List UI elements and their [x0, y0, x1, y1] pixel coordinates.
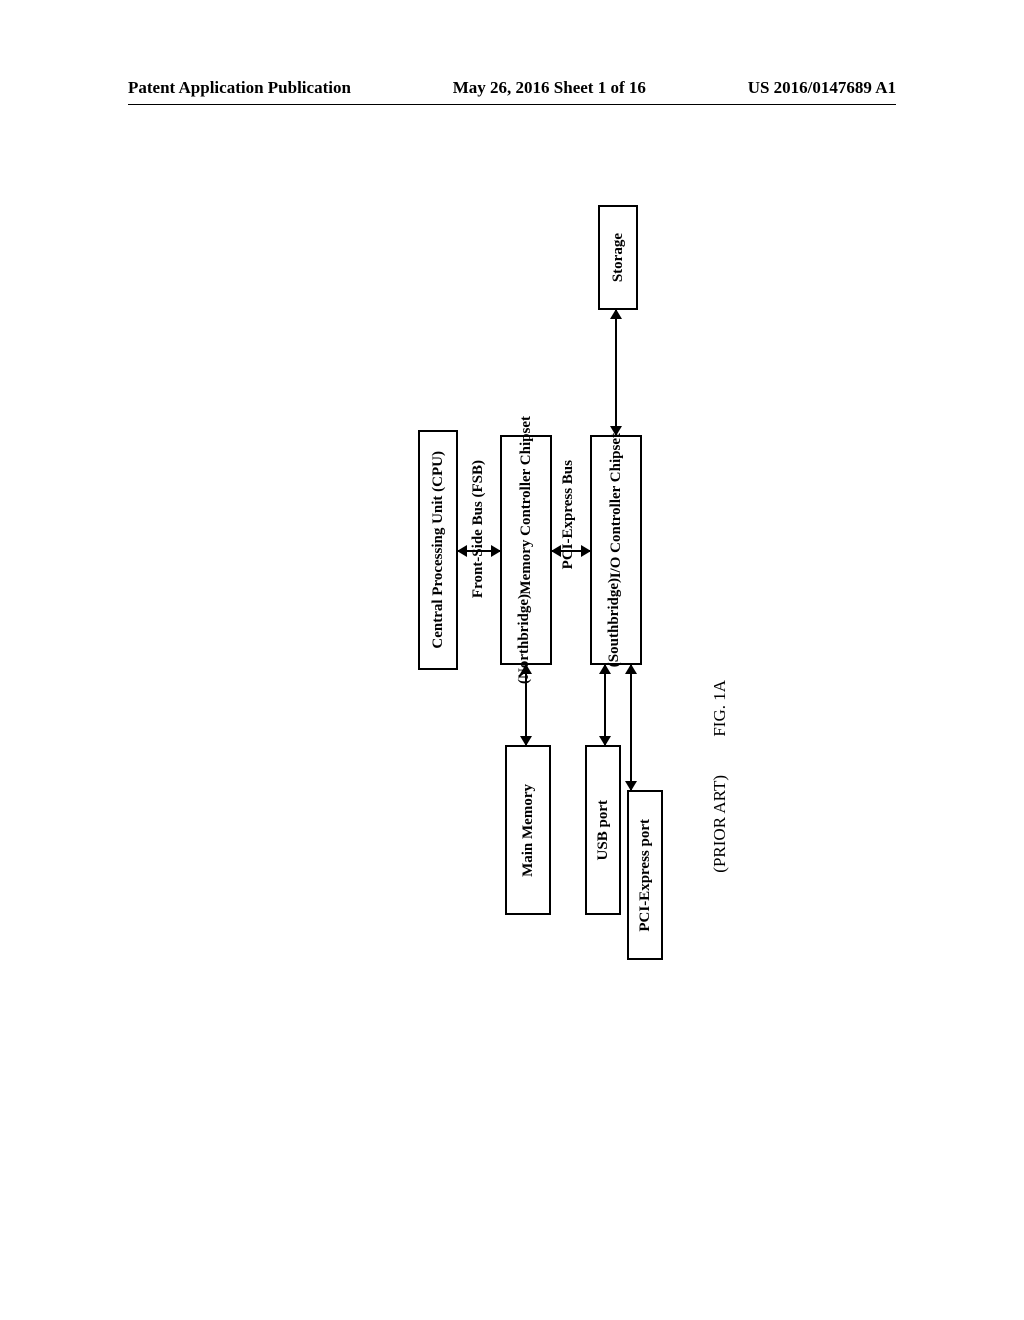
pci-port-label: PCI-Express port — [637, 819, 654, 932]
architecture-diagram: Central Processing Unit (CPU) Front-Side… — [160, 250, 680, 950]
arrow-northbridge-southbridge — [552, 550, 590, 552]
arrow-northbridge-memory — [525, 665, 527, 745]
header-rule — [128, 104, 896, 105]
arrow-southbridge-usb — [604, 665, 606, 745]
main-memory-label: Main Memory — [520, 784, 537, 877]
usb-port-box: USB port — [585, 745, 621, 915]
arrow-southbridge-pciport — [630, 665, 632, 790]
northbridge-box: Memory Controller Chipset (Northbridge) — [500, 435, 552, 665]
figure-note: (PRIOR ART) — [710, 775, 730, 878]
fsb-label: Front-Side Bus (FSB) — [470, 460, 487, 603]
cpu-box: Central Processing Unit (CPU) — [418, 430, 458, 670]
arrow-southbridge-storage — [615, 310, 617, 435]
page-header: Patent Application Publication May 26, 2… — [0, 78, 1024, 98]
pci-port-box: PCI-Express port — [627, 790, 663, 960]
pci-bus-label: PCI-Express Bus — [560, 460, 577, 574]
southbridge-label-1: I/O Controller Chipset — [608, 433, 625, 578]
storage-box: Storage — [598, 205, 638, 310]
header-right: US 2016/0147689 A1 — [748, 78, 896, 98]
header-center: May 26, 2016 Sheet 1 of 16 — [453, 78, 646, 98]
southbridge-label-2: (Southbridge) — [606, 578, 623, 667]
figure-id: FIG. 1A — [710, 680, 730, 742]
southbridge-box: I/O Controller Chipset (Southbridge) — [590, 435, 642, 665]
arrow-cpu-northbridge — [458, 550, 500, 552]
storage-label: Storage — [610, 233, 627, 282]
northbridge-label-1: Memory Controller Chipset — [518, 416, 535, 595]
usb-port-label: USB port — [595, 800, 612, 860]
cpu-label: Central Processing Unit (CPU) — [430, 451, 447, 649]
main-memory-box: Main Memory — [505, 745, 551, 915]
header-left: Patent Application Publication — [128, 78, 351, 98]
